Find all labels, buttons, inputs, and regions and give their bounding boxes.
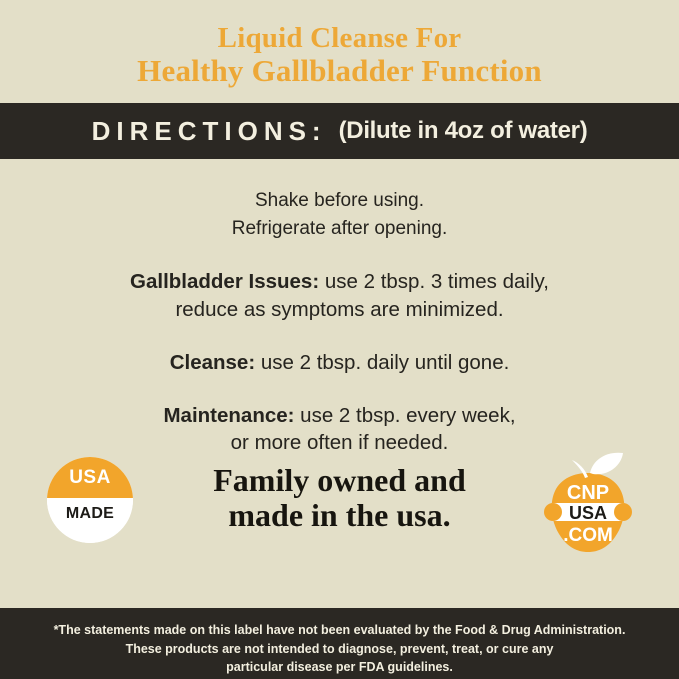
directions-heading: DIRECTIONS: — [91, 115, 327, 146]
cnp-apple-logo-icon: CNP USA .COM — [541, 451, 635, 555]
usa-seal-bottom-half: MADE — [47, 498, 133, 544]
usa-seal-top-label: USA — [69, 466, 111, 488]
directions-subheading: (Dilute in 4oz of water) — [338, 117, 588, 145]
dosage-line-secondary: reduce as symptoms are minimized. — [175, 297, 504, 321]
dosage-label: Cleanse: — [169, 350, 256, 374]
directions-banner: DIRECTIONS: (Dilute in 4oz of water) — [0, 103, 679, 160]
family-line-2: made in the usa. — [228, 496, 451, 533]
title-line-1: Liquid Cleanse For — [217, 22, 462, 54]
cnp-logo-line-2: USA — [569, 503, 607, 523]
usa-seal-top-half: USA — [47, 457, 133, 499]
title-line-2: Healthy Gallbladder Function — [137, 53, 542, 89]
cnp-logo-line-1: CNP — [567, 482, 609, 504]
apple-band-shape — [552, 503, 624, 522]
dosage-line-primary: Cleanse: use 2 tbsp. daily until gone. — [56, 349, 623, 376]
dosage-text: use 2 tbsp. daily until gone. — [255, 350, 510, 374]
dosage-cleanse: Cleanse: use 2 tbsp. daily until gone. — [0, 349, 679, 376]
page-title: Liquid Cleanse For Healthy Gallbladder F… — [0, 0, 679, 89]
note-refrigerate: Refrigerate after opening. — [231, 217, 448, 239]
dosage-text: use 2 tbsp. 3 times daily, — [319, 270, 549, 294]
dosage-line-secondary: or more often if needed. — [230, 431, 449, 455]
dosage-label: Gallbladder Issues: — [130, 270, 320, 294]
family-owned-statement: Family owned and made in the usa. — [0, 463, 679, 532]
apple-notch-right — [614, 503, 632, 522]
cnp-logo-line-3: .COM — [563, 525, 613, 546]
disclaimer-line-1: *The statements made on this label have … — [53, 623, 626, 637]
usa-seal-bottom-label: MADE — [65, 505, 115, 523]
usage-notes: Shake before using. Refrigerate after op… — [0, 187, 679, 242]
badges-row: USA MADE Family owned and made in the us… — [0, 451, 679, 561]
dosage-line-primary: Gallbladder Issues: use 2 tbsp. 3 times … — [56, 268, 623, 295]
apple-notch-left — [544, 503, 562, 522]
dosage-label: Maintenance: — [163, 404, 295, 428]
stem-shape — [572, 460, 588, 479]
dosage-gallbladder-issues: Gallbladder Issues: use 2 tbsp. 3 times … — [0, 268, 679, 323]
dosage-text: use 2 tbsp. every week, — [294, 404, 516, 428]
dosage-maintenance: Maintenance: use 2 tbsp. every week, or … — [0, 402, 679, 457]
usa-made-seal-icon: USA MADE — [47, 457, 133, 544]
disclaimer-line-2: These products are not intended to diagn… — [125, 641, 554, 656]
directions-body: Shake before using. Refrigerate after op… — [0, 159, 679, 608]
disclaimer-line-3: particular disease per FDA guidelines. — [226, 660, 453, 674]
family-line-1: Family owned and — [213, 462, 466, 499]
leaf-shape — [590, 452, 623, 475]
dosage-line-primary: Maintenance: use 2 tbsp. every week, — [56, 402, 623, 429]
fda-disclaimer: *The statements made on this label have … — [0, 608, 679, 679]
note-shake: Shake before using. — [254, 190, 424, 212]
